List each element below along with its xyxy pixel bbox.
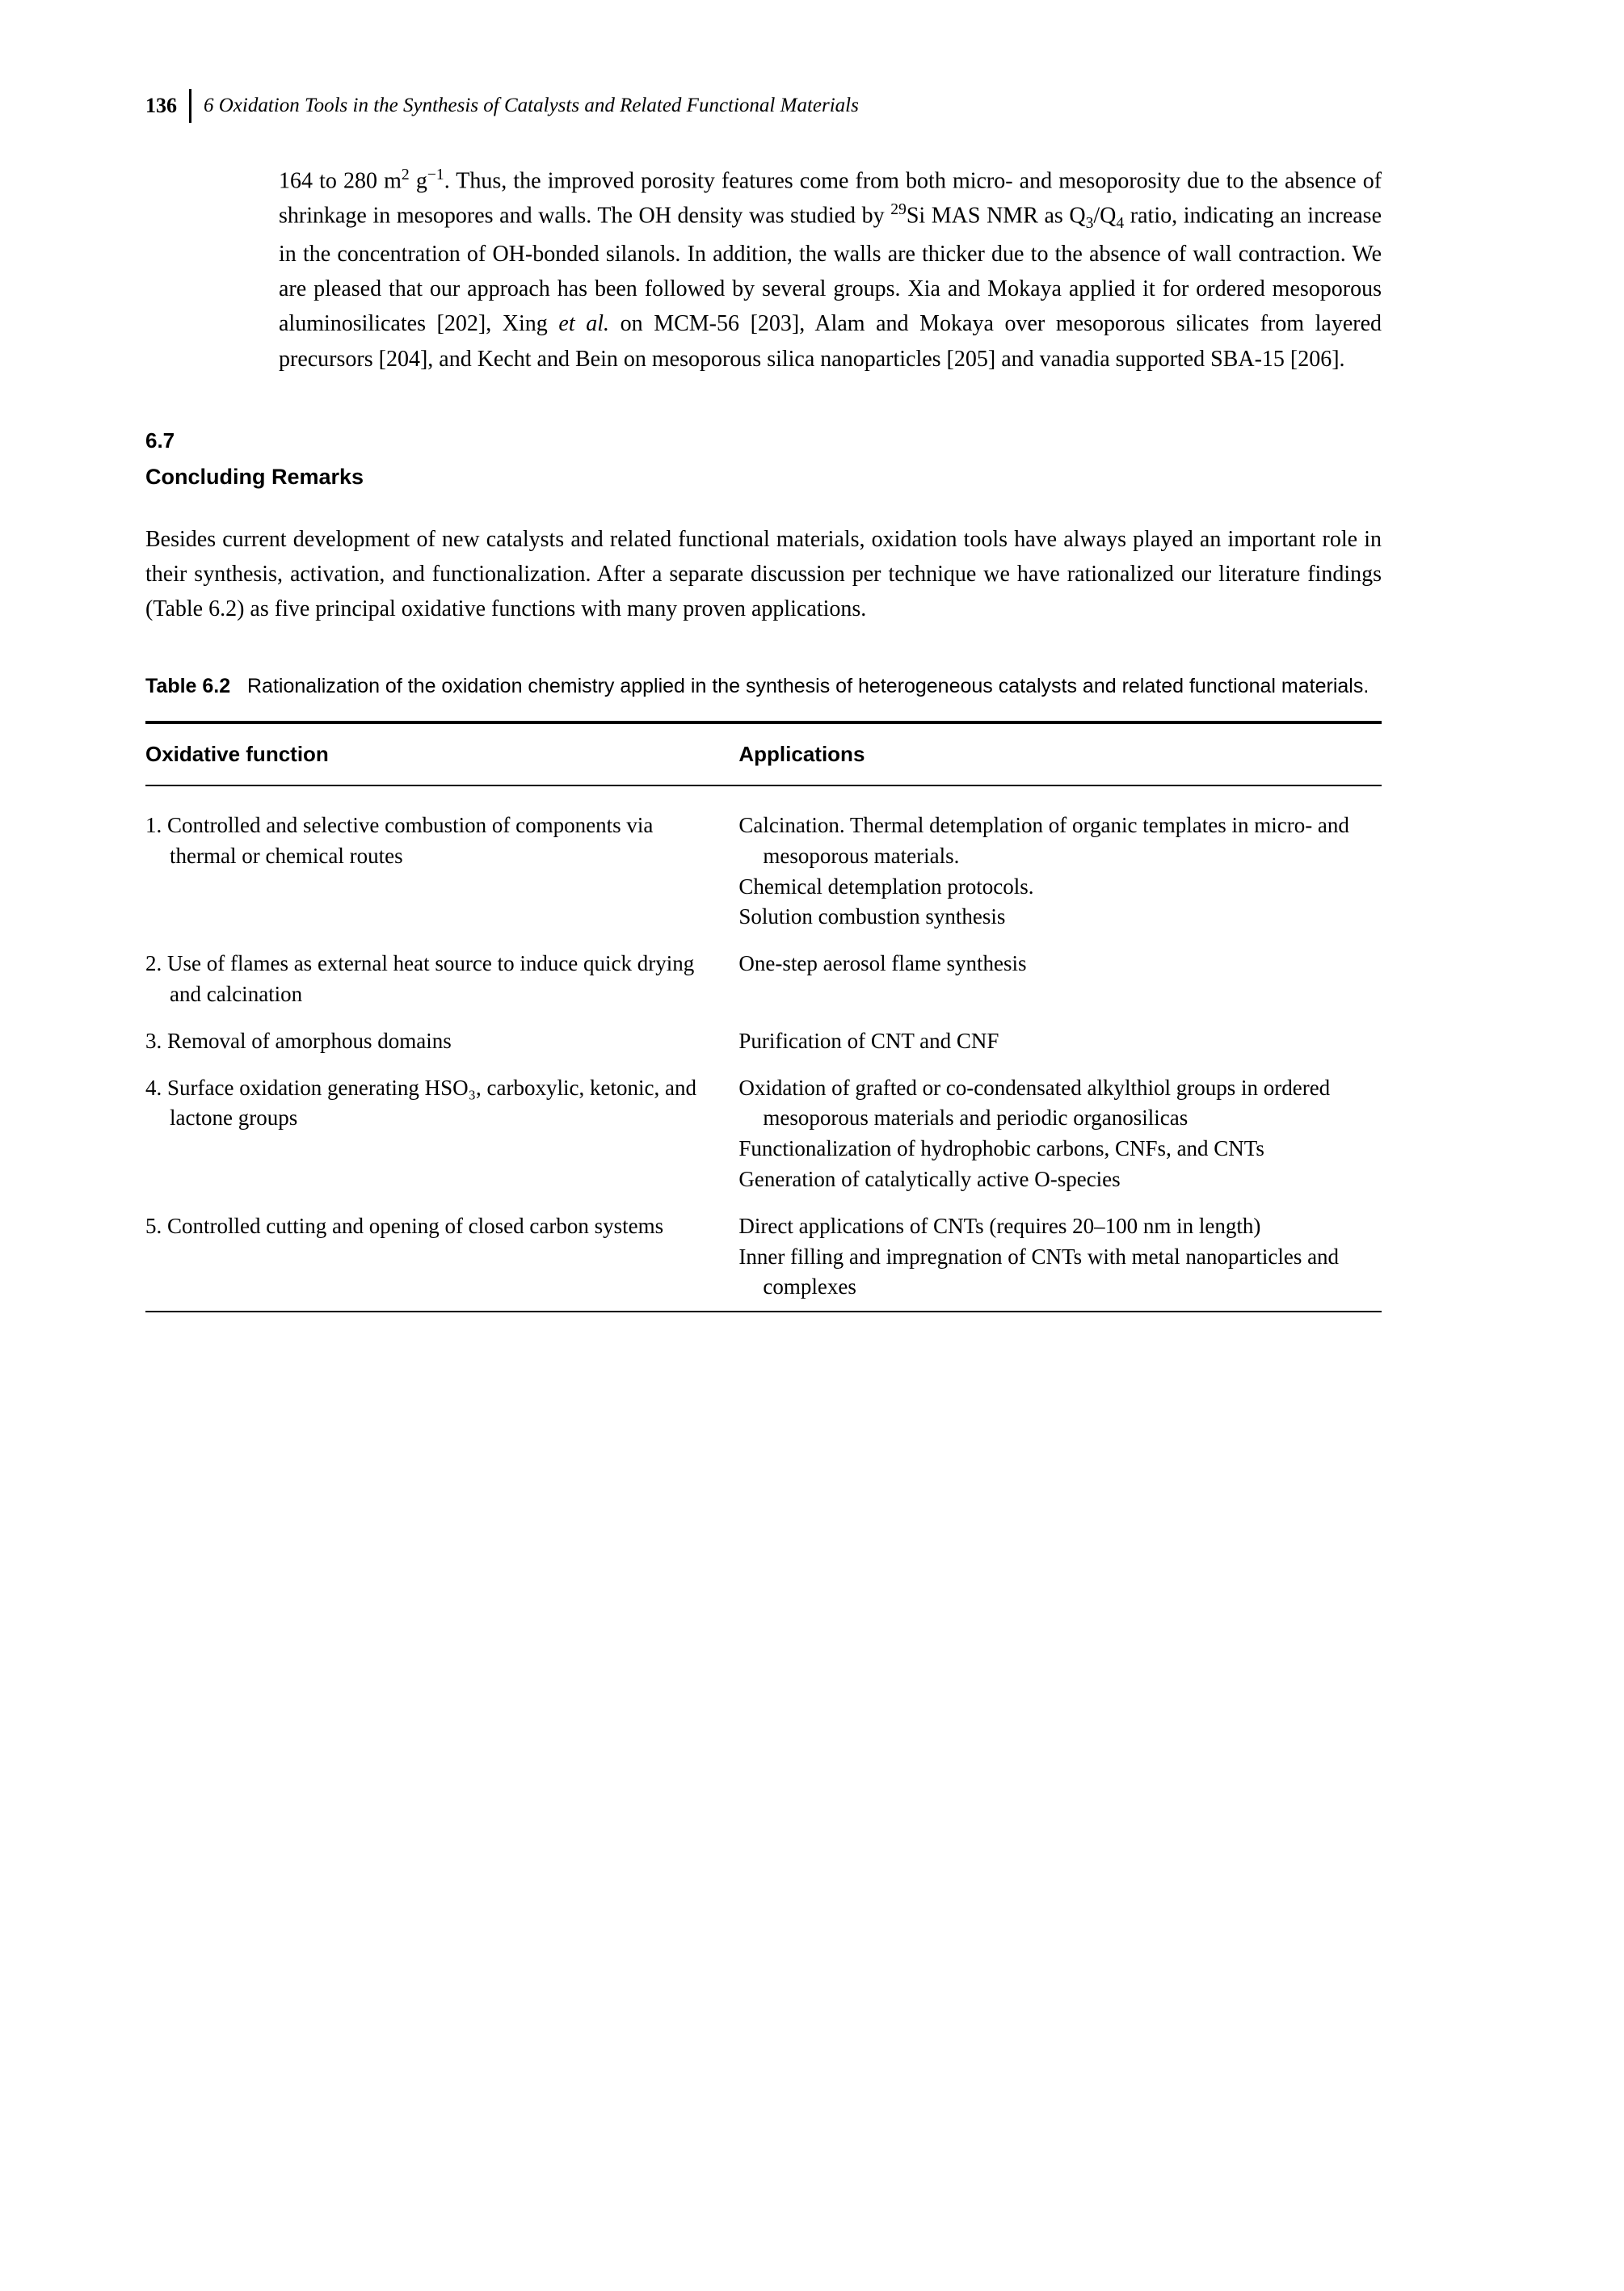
oxidative-functions-table: Oxidative function Applications 1. Contr… bbox=[145, 721, 1382, 1312]
table-row: 5. Controlled cutting and opening of clo… bbox=[145, 1203, 1382, 1312]
application-item: Solution combustion synthesis bbox=[738, 902, 1365, 933]
table-row: 4. Surface oxidation generating HSO₃, ca… bbox=[145, 1065, 1382, 1203]
section-body: Besides current development of new catal… bbox=[145, 522, 1382, 627]
application-item: Inner filling and impregnation of CNTs w… bbox=[738, 1242, 1365, 1303]
table-row: 2. Use of flames as external heat source… bbox=[145, 941, 1382, 1018]
table-cell-function: 4. Surface oxidation generating HSO₃, ca… bbox=[145, 1065, 738, 1203]
table-cell-function: 3. Removal of amorphous domains bbox=[145, 1018, 738, 1065]
table-header-function: Oxidative function bbox=[145, 722, 738, 785]
application-item: Functionalization of hydrophobic carbons… bbox=[738, 1134, 1365, 1164]
page-number: 136 bbox=[145, 89, 191, 123]
application-item: Purification of CNT and CNF bbox=[738, 1026, 1365, 1057]
table-header-applications: Applications bbox=[738, 722, 1382, 785]
table-row: 1. Controlled and selective combustion o… bbox=[145, 785, 1382, 941]
table-cell-function: 1. Controlled and selective combustion o… bbox=[145, 785, 738, 941]
chapter-running-title: 6 Oxidation Tools in the Synthesis of Ca… bbox=[191, 91, 859, 121]
table-cell-applications: Oxidation of grafted or co-condensated a… bbox=[738, 1065, 1382, 1203]
page-header: 136 6 Oxidation Tools in the Synthesis o… bbox=[145, 89, 1382, 123]
table-label: Table 6.2 bbox=[145, 675, 230, 697]
application-item: Chemical detemplation protocols. bbox=[738, 872, 1365, 903]
table-cell-applications: One-step aerosol flame synthesis bbox=[738, 941, 1382, 1018]
application-item: Generation of catalytically active O-spe… bbox=[738, 1164, 1365, 1195]
chapter-title-prefix: 6 Oxidation Tools in bbox=[204, 95, 373, 116]
application-item: Calcination. Thermal detemplation of org… bbox=[738, 811, 1365, 872]
section-title: Concluding Remarks bbox=[145, 461, 1382, 494]
application-item: One-step aerosol flame synthesis bbox=[738, 949, 1365, 979]
table-caption: Table 6.2 Rationalization of the oxidati… bbox=[145, 672, 1382, 701]
chapter-title-italic: the Synthesis of Catalysts and Related F… bbox=[373, 95, 859, 116]
table-header-row: Oxidative function Applications bbox=[145, 722, 1382, 785]
table-cell-applications: Purification of CNT and CNF bbox=[738, 1018, 1382, 1065]
table-row: 3. Removal of amorphous domainsPurificat… bbox=[145, 1018, 1382, 1065]
section-number: 6.7 bbox=[145, 425, 1382, 457]
application-item: Direct applications of CNTs (requires 20… bbox=[738, 1211, 1365, 1242]
table-cell-applications: Direct applications of CNTs (requires 20… bbox=[738, 1203, 1382, 1312]
continuation-paragraph: 164 to 280 m2 g−1. Thus, the improved po… bbox=[279, 163, 1382, 377]
table-cell-function: 5. Controlled cutting and opening of clo… bbox=[145, 1203, 738, 1312]
table-cell-function: 2. Use of flames as external heat source… bbox=[145, 941, 738, 1018]
application-item: Oxidation of grafted or co-condensated a… bbox=[738, 1073, 1365, 1135]
table-cell-applications: Calcination. Thermal detemplation of org… bbox=[738, 785, 1382, 941]
table-caption-text: Rationalization of the oxidation chemist… bbox=[247, 675, 1369, 697]
